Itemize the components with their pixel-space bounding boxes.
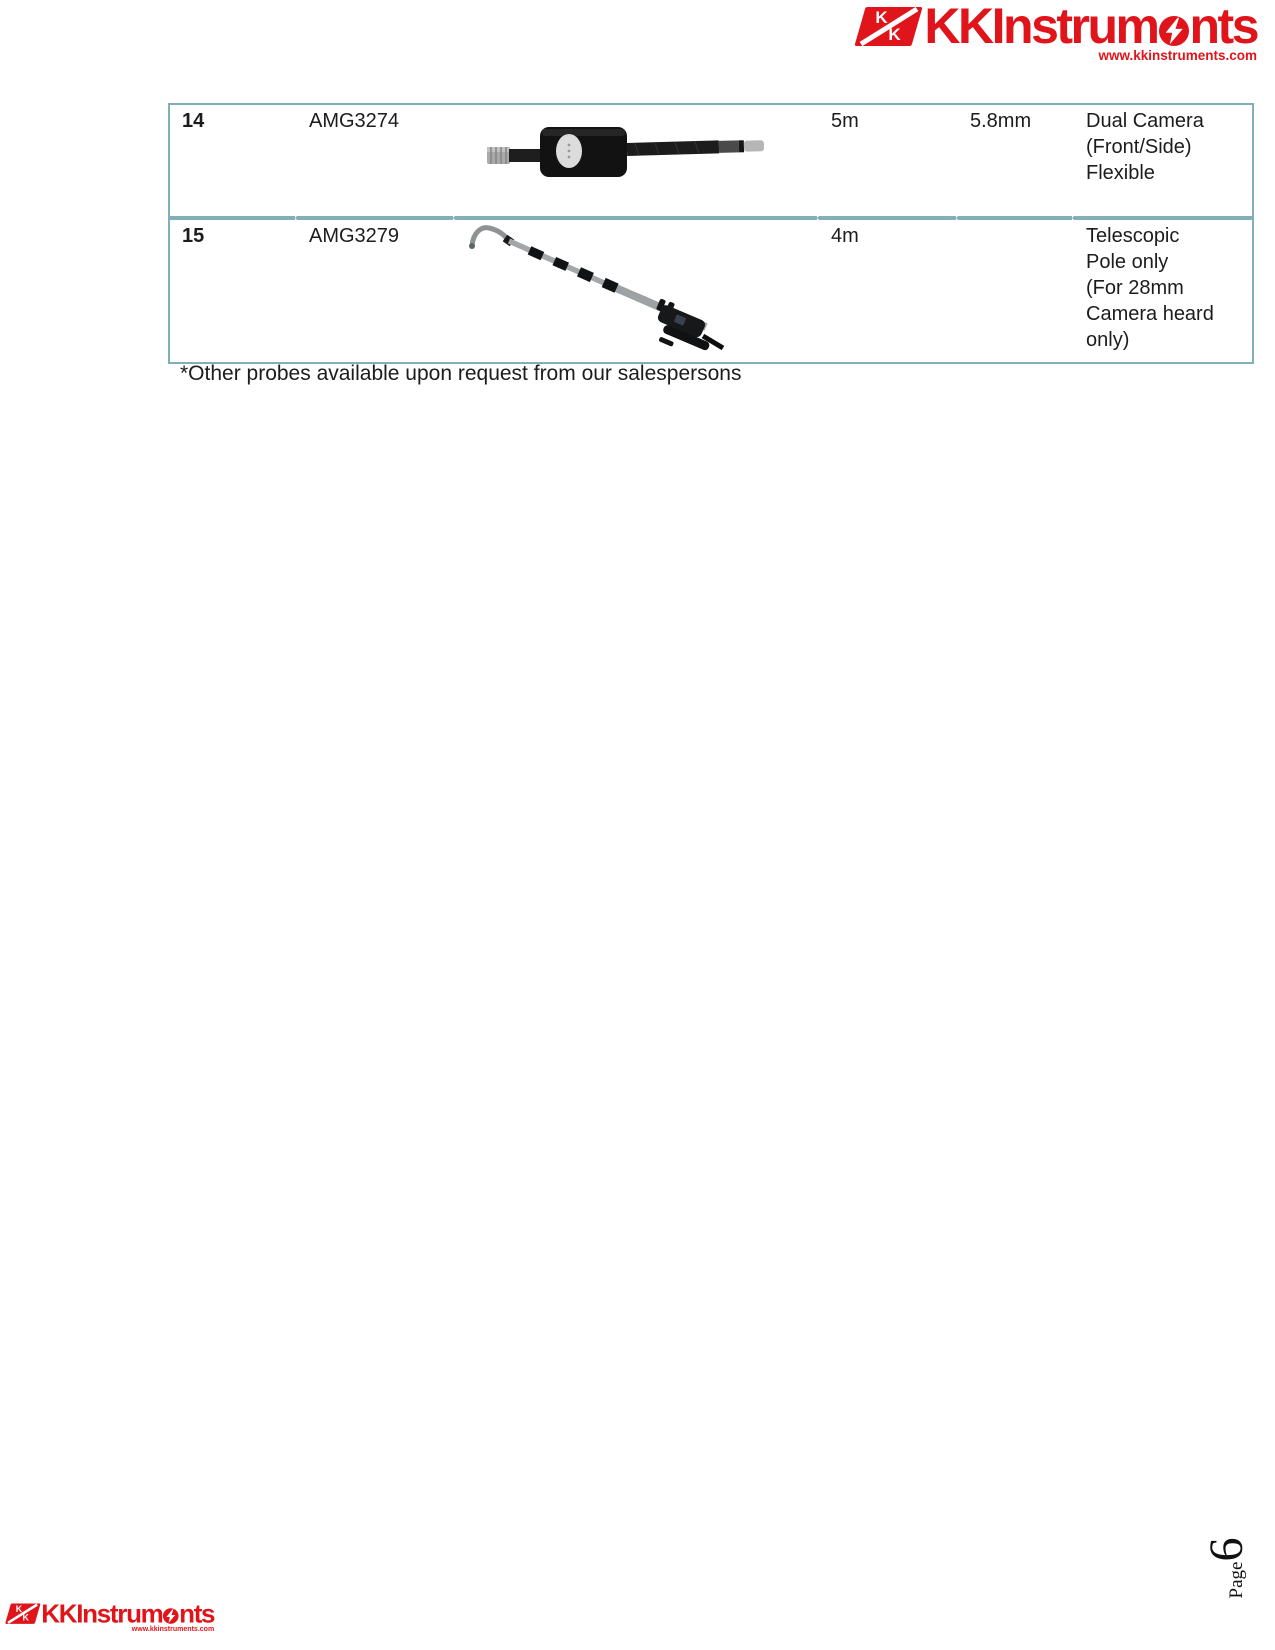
brand-url: www.kkinstruments.com bbox=[1098, 48, 1257, 63]
brand-wordmark-part2: nts bbox=[1189, 0, 1260, 54]
lightning-icon bbox=[163, 1608, 179, 1624]
cell-description: Dual Camera (Front/Side) Flexible bbox=[1072, 105, 1252, 218]
page-number: Page 6 bbox=[1200, 1508, 1275, 1628]
kk-logo-mark-icon: K K bbox=[5, 1603, 41, 1625]
brand-wordmark: KKInstrum nts bbox=[924, 0, 1260, 54]
brand-logo-bottom: K K KKInstrum nts www.kkinstruments.com bbox=[5, 1598, 216, 1633]
cell-model: AMG3279 bbox=[295, 218, 453, 362]
cell-product-image bbox=[453, 218, 817, 362]
cell-length: 5m bbox=[817, 105, 956, 218]
kk-logo-letter-top: K bbox=[875, 7, 888, 27]
cell-length: 4m bbox=[817, 218, 956, 362]
cell-item-number: 14 bbox=[170, 105, 295, 218]
brand-logo-top: K K KKInstrum nts www.kkinstruments.com bbox=[854, 0, 1260, 63]
brand-wordmark-part1: KKInstrum bbox=[924, 0, 1160, 54]
page-number-label: Page bbox=[1226, 1561, 1247, 1599]
kk-logo-letter-bottom: K bbox=[22, 1612, 29, 1623]
lightning-icon bbox=[1158, 16, 1189, 46]
brand-wordmark-part1: KKInstrum bbox=[41, 1598, 164, 1628]
cell-description: Telescopic Pole only (For 28mm Camera he… bbox=[1072, 218, 1252, 362]
product-row-14: 14 AMG3274 bbox=[170, 105, 1252, 218]
cell-diameter bbox=[956, 218, 1072, 362]
kk-logo-mark-icon: K K bbox=[854, 6, 924, 47]
table-footnote: *Other probes available upon request fro… bbox=[180, 362, 742, 385]
brand-wordmark-part2: nts bbox=[179, 1598, 215, 1628]
product-row-15: 15 AMG3279 bbox=[170, 218, 1252, 362]
cell-diameter: 5.8mm bbox=[956, 105, 1072, 218]
brand-url: www.kkinstruments.com bbox=[131, 1624, 215, 1633]
page-number-value: 6 bbox=[1200, 1537, 1253, 1562]
product-table: 14 AMG3274 bbox=[168, 103, 1254, 364]
kk-logo-letter-top: K bbox=[15, 1603, 23, 1614]
kk-logo-letter-bottom: K bbox=[888, 24, 901, 44]
cell-item-number: 15 bbox=[170, 218, 295, 362]
telescopic-pole-image bbox=[469, 225, 725, 351]
dual-camera-probe-image bbox=[487, 127, 765, 177]
cell-model: AMG3274 bbox=[295, 105, 453, 218]
cell-product-image bbox=[453, 105, 817, 218]
brand-wordmark: KKInstrum nts bbox=[41, 1598, 215, 1628]
